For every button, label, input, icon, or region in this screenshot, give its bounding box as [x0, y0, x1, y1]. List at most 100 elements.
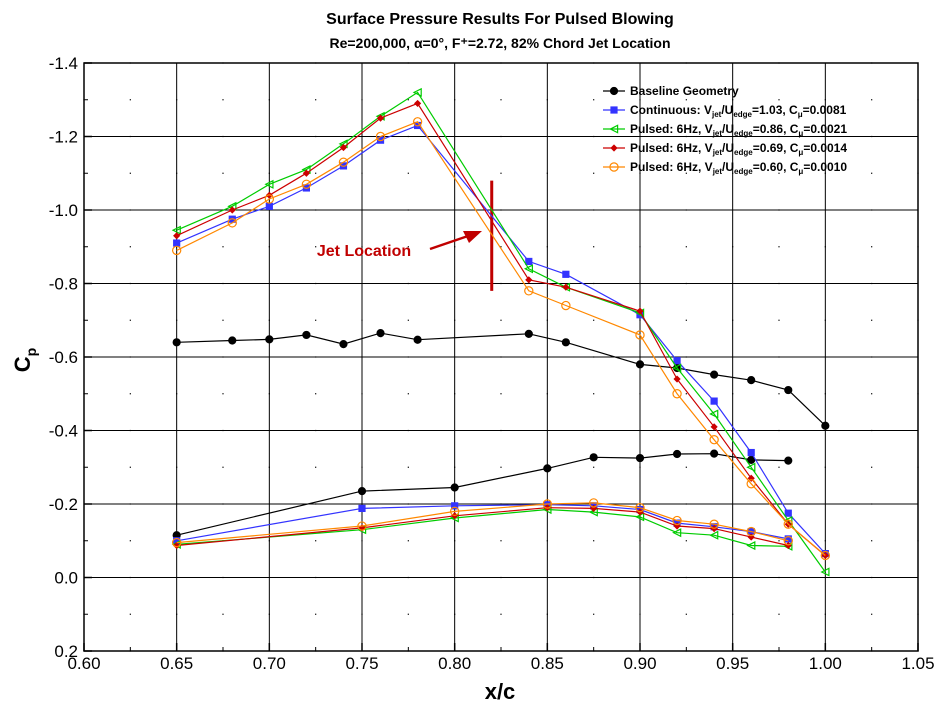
- series-1-point: [635, 360, 645, 369]
- legend-subscript: jet: [712, 167, 723, 176]
- series-5-line-lower: [176, 502, 789, 544]
- legend-text-part: =0.0081: [803, 103, 847, 117]
- series-2-point: [265, 202, 273, 210]
- jet-location-annotation: Jet Location: [317, 180, 494, 291]
- series-3-point: [171, 225, 181, 235]
- series-2-point: [747, 448, 755, 457]
- series-4-point: [747, 474, 755, 482]
- legend-subscript: μ: [798, 110, 803, 119]
- grid-dot: [407, 503, 409, 505]
- series-3-point: [746, 462, 756, 472]
- grid-dot: [546, 613, 548, 615]
- series-2-line-lower: [176, 504, 789, 542]
- legend-entry-3: Pulsed: 6Hz, Vjet/Uedge=0.86, Cμ=0.0021: [630, 122, 847, 138]
- series-4-point: [673, 375, 681, 383]
- grid-dot: [129, 393, 131, 395]
- grid-dot: [871, 429, 873, 432]
- grid-dot: [129, 613, 131, 615]
- grid-dot: [685, 99, 687, 101]
- grid-dot: [129, 135, 131, 138]
- grid-dot: [778, 356, 780, 358]
- grid-dot: [176, 172, 178, 174]
- x-tick-label: 0.85: [531, 654, 564, 673]
- grid-dot: [593, 576, 595, 579]
- grid-dot: [685, 172, 687, 174]
- y-tick-label: -0.8: [49, 275, 78, 294]
- grid-dot: [546, 393, 548, 395]
- series-4-point: [747, 533, 755, 541]
- legend-text-part: Pulsed: 6Hz, V: [630, 160, 713, 174]
- series-4-point: [525, 276, 533, 284]
- grid-dot: [315, 466, 317, 468]
- grid-dot: [824, 172, 826, 174]
- legend-text-part: /U: [722, 141, 734, 155]
- legend-text-part: =0.86, C: [753, 122, 799, 136]
- chart-title: Surface Pressure Results For Pulsed Blow…: [326, 11, 674, 28]
- y-axis: -1.4 -1.2 -1.0 -0.8 -0.6 -0.4 -0.2 0.0 0.2: [49, 54, 92, 661]
- x-tick-label: 1.00: [809, 654, 842, 673]
- grid-dot: [176, 613, 178, 615]
- grid-dot: [268, 172, 270, 174]
- series-1-point: [784, 456, 793, 465]
- chart-subtitle: Re=200,000, α=0°, F⁺=2.72, 82% Chord Jet…: [329, 35, 670, 51]
- grid-dot: [500, 540, 502, 542]
- grid-dot: [685, 429, 687, 432]
- grid-dot: [824, 99, 826, 101]
- grid-dot: [315, 172, 317, 174]
- series-5-point: [561, 300, 571, 311]
- grid-dot: [732, 246, 734, 248]
- legend-marker-1: [609, 86, 619, 96]
- series-5-point: [783, 536, 793, 546]
- grid-dot: [685, 135, 687, 138]
- legend-text-part: /U: [722, 160, 734, 174]
- series-1-line-lower: [176, 453, 789, 536]
- legend-marker-5: [609, 162, 619, 172]
- grid-dot: [871, 319, 873, 321]
- grid-dot: [407, 429, 409, 432]
- grid-dot: [593, 613, 595, 615]
- grid-dot: [871, 172, 873, 174]
- series-group: [171, 87, 831, 577]
- grid-dot: [222, 613, 224, 615]
- grid-dot: [593, 393, 595, 395]
- grid-dot: [778, 576, 780, 579]
- y-tick-label: -1.4: [49, 54, 78, 73]
- grid-dot: [454, 393, 456, 395]
- series-3-point: [672, 363, 682, 373]
- grid-dot: [315, 393, 317, 395]
- legend-subscript: edge: [734, 167, 753, 176]
- grid-dot: [361, 540, 363, 542]
- y-axis-title: Cp: [10, 348, 39, 372]
- grid-dot: [732, 172, 734, 174]
- grid-dot: [500, 209, 502, 211]
- grid-dot: [871, 209, 873, 211]
- grid-dot: [222, 503, 224, 505]
- series-5-point: [709, 434, 719, 445]
- grid-dot: [315, 209, 317, 211]
- grid-dot: [778, 172, 780, 174]
- series-4-point: [414, 99, 422, 108]
- grid-dot: [129, 503, 131, 505]
- grid-dot: [685, 246, 687, 248]
- series-2-point: [784, 535, 792, 543]
- y-tick-label: -1.0: [49, 201, 78, 220]
- series-4-point: [710, 423, 718, 431]
- grid-dot: [546, 99, 548, 101]
- grid-dot: [500, 576, 502, 579]
- y-tick-label: 0.2: [54, 642, 78, 661]
- grid-dot: [871, 540, 873, 542]
- grid-dot: [639, 540, 641, 542]
- grid-dot: [778, 209, 780, 211]
- grid-dot: [593, 540, 595, 542]
- grid-dot: [129, 576, 131, 579]
- legend-entry-2: Continuous: Vjet/Uedge=1.03, Cμ=0.0081: [630, 103, 847, 119]
- series-4-point: [376, 114, 385, 122]
- grid-dot: [639, 319, 641, 321]
- series-1-point: [413, 335, 422, 344]
- grid-dot: [500, 282, 502, 285]
- grid-dot: [361, 172, 363, 174]
- grid-dot: [546, 246, 548, 248]
- legend-subscript: edge: [734, 129, 753, 138]
- legend-text-part: =0.69, C: [753, 141, 799, 155]
